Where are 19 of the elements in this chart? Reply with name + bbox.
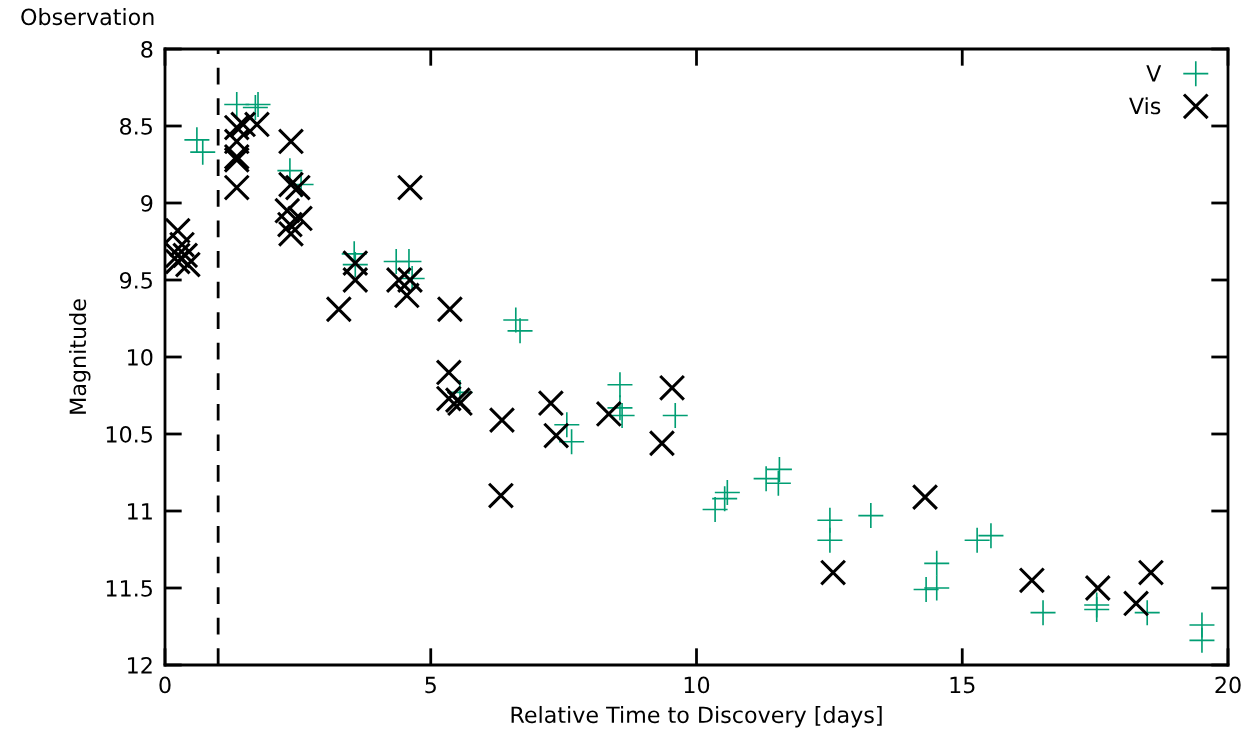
x-tick-label: 5 [425, 676, 436, 694]
legend-label: Vis [1129, 97, 1161, 115]
x-tick-label: 0 [159, 676, 171, 694]
y-tick-label: 8 [141, 40, 153, 58]
y-tick-label: 8.5 [120, 117, 152, 135]
text: Observation [21, 8, 154, 26]
y-tick-label: 10 [128, 348, 153, 366]
y-tick-label: 11 [128, 503, 152, 520]
x-tick-label: 15 [950, 676, 975, 694]
y-tick-label: 10.5 [106, 425, 152, 443]
legend-label: V [1146, 65, 1162, 82]
x-axis-title: Relative Time to Discovery [days] [511, 705, 882, 728]
x-tick-label: 20 [1215, 676, 1241, 694]
y-axis-title: Magnitude [69, 299, 91, 414]
y-tick-label: 11.5 [106, 580, 152, 597]
x-tick-label: 10 [684, 676, 710, 694]
y-tick-label: 9 [141, 194, 153, 212]
y-tick-label: 12 [128, 656, 152, 674]
y-tick-label: 9.5 [119, 271, 152, 289]
